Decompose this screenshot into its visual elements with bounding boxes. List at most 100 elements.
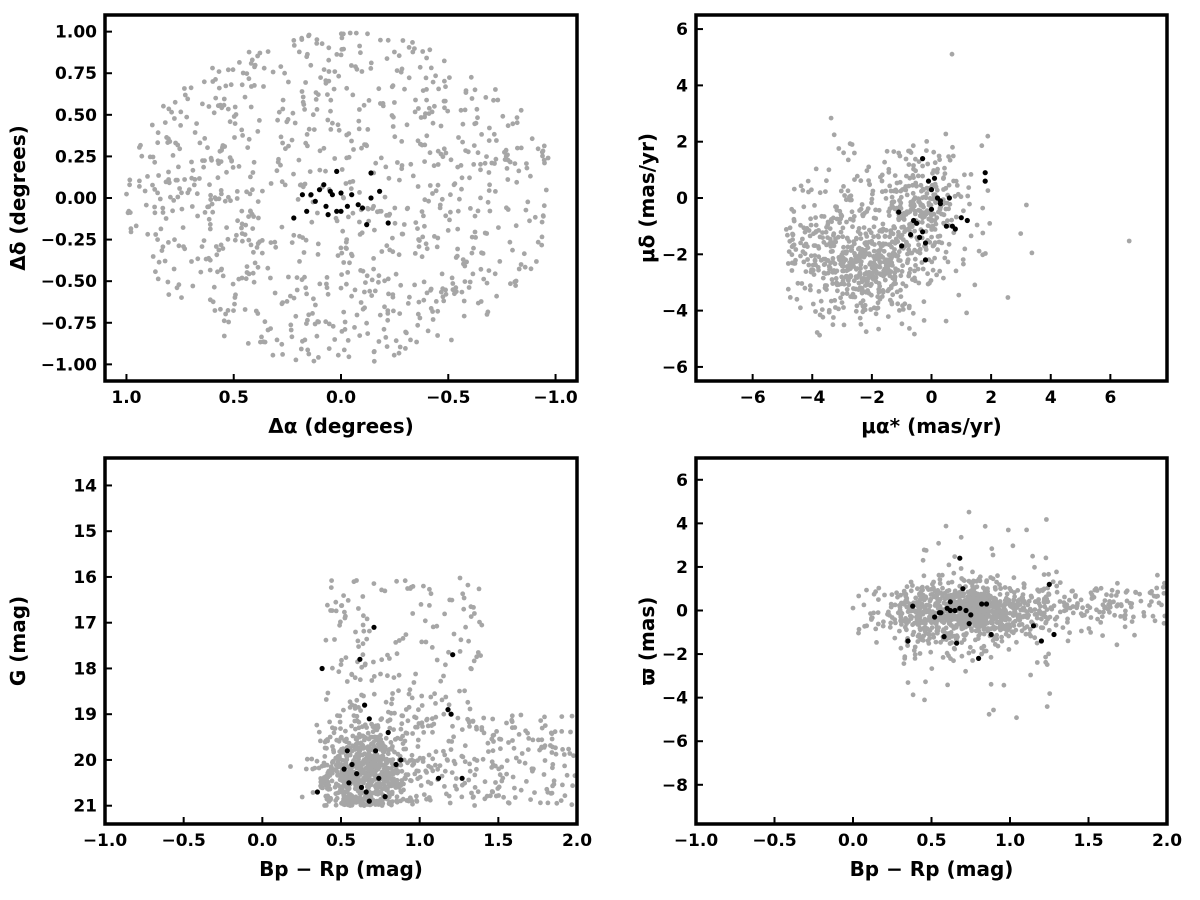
background-point — [854, 173, 860, 179]
background-point — [199, 244, 205, 250]
background-point — [385, 776, 391, 782]
background-point — [977, 624, 983, 629]
background-point — [214, 252, 220, 258]
background-point — [249, 57, 255, 63]
background-point — [817, 312, 823, 318]
background-point — [185, 96, 191, 102]
background-point — [841, 244, 846, 250]
background-point — [904, 584, 910, 590]
background-point — [803, 269, 809, 274]
background-point — [208, 197, 214, 203]
background-point — [353, 783, 358, 788]
background-point — [899, 622, 904, 627]
x-tick-label: −4 — [799, 388, 825, 408]
background-point — [911, 201, 917, 207]
member-point — [934, 195, 941, 201]
background-point — [424, 133, 430, 139]
background-point — [961, 208, 966, 214]
background-point — [892, 225, 898, 231]
background-point — [1017, 612, 1022, 618]
background-point — [927, 280, 932, 286]
background-point — [317, 148, 323, 154]
background-point — [462, 263, 468, 269]
background-point — [422, 618, 428, 624]
member-points — [896, 156, 988, 263]
background-point — [1115, 580, 1120, 586]
background-point — [462, 743, 468, 749]
background-point — [989, 546, 995, 552]
background-point — [1044, 704, 1050, 709]
background-point — [892, 635, 898, 641]
background-point — [426, 198, 431, 204]
background-point — [1065, 638, 1071, 644]
background-point — [923, 548, 929, 553]
background-point — [259, 250, 265, 256]
background-point — [347, 792, 353, 797]
background-point — [386, 801, 392, 807]
member-point — [952, 607, 958, 614]
background-point — [1044, 517, 1049, 522]
background-point — [898, 287, 903, 293]
background-point — [361, 693, 366, 699]
background-point — [239, 275, 245, 281]
background-point — [461, 606, 467, 612]
background-point — [916, 280, 922, 286]
background-point — [1054, 614, 1060, 620]
background-point — [1032, 607, 1038, 612]
background-point — [460, 121, 466, 127]
background-point — [316, 729, 322, 735]
background-point — [239, 82, 245, 88]
background-point — [430, 191, 435, 196]
background-point — [831, 268, 837, 273]
background-point — [805, 178, 811, 184]
background-point — [1155, 572, 1160, 578]
y-tick-label: 4 — [676, 514, 688, 534]
background-point — [992, 642, 998, 647]
y-tick-label: 0.50 — [55, 106, 97, 126]
background-point — [372, 770, 378, 776]
background-point — [197, 140, 203, 146]
background-point — [854, 303, 860, 309]
background-point — [225, 308, 231, 313]
background-point — [828, 260, 833, 266]
background-point — [809, 187, 814, 193]
background-point — [431, 721, 437, 727]
member-point — [364, 222, 370, 228]
background-point — [398, 781, 404, 787]
background-point — [839, 300, 845, 305]
background-point — [456, 135, 461, 140]
background-point — [905, 609, 911, 615]
background-point — [382, 304, 387, 310]
background-point — [1122, 624, 1128, 630]
y-tick-label: 0.75 — [55, 64, 97, 84]
background-point — [459, 289, 465, 295]
background-point — [201, 238, 207, 244]
background-point — [869, 238, 875, 244]
x-tick-label: 1.0 — [405, 831, 435, 851]
background-point — [352, 675, 358, 681]
background-point — [299, 794, 305, 800]
background-point — [510, 738, 515, 743]
member-point — [1051, 631, 1057, 638]
background-point — [1046, 627, 1052, 633]
background-point — [444, 791, 449, 797]
background-point — [160, 205, 166, 211]
background-point — [872, 266, 878, 272]
background-point — [220, 246, 226, 251]
background-point — [925, 638, 931, 644]
background-point — [299, 277, 305, 283]
background-point — [387, 247, 393, 253]
background-point — [341, 593, 346, 598]
background-point — [368, 734, 373, 740]
background-point — [427, 797, 433, 803]
background-point — [416, 106, 421, 111]
background-point — [830, 248, 835, 254]
background-point — [953, 178, 959, 184]
background-point — [1088, 615, 1094, 620]
background-point — [399, 768, 405, 774]
background-point — [345, 764, 351, 770]
background-point — [892, 206, 898, 212]
background-point — [460, 257, 466, 262]
member-point — [957, 555, 963, 561]
background-point — [410, 762, 415, 768]
